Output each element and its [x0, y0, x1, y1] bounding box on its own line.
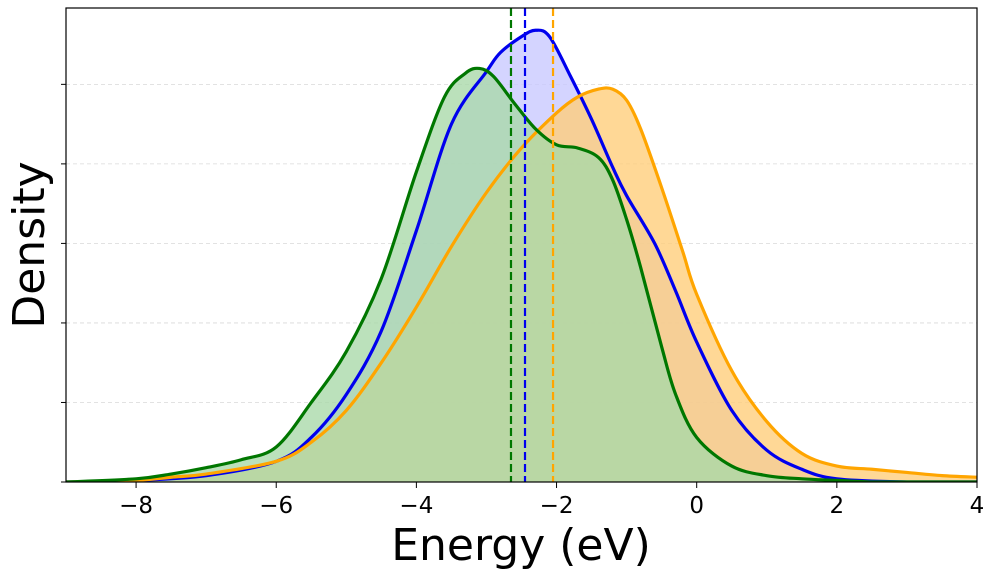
- x-tick-label-6: 4: [970, 493, 985, 519]
- x-axis-label: Energy (eV): [391, 520, 651, 571]
- y-axis-label: Density: [4, 161, 55, 328]
- x-tick-label-0: −8: [119, 493, 153, 519]
- x-tick-label-2: −4: [399, 493, 433, 519]
- plot-frame: [65, 7, 978, 483]
- x-tick-label-3: −2: [540, 493, 574, 519]
- density-fill-green: [66, 68, 977, 482]
- density-line-green: [66, 66, 977, 482]
- density-lines: [66, 28, 977, 482]
- density-fills: [66, 30, 977, 482]
- mean-lines: [509, 8, 555, 482]
- density-line-orange: [66, 86, 977, 482]
- x-tick-label-1: −6: [259, 493, 293, 519]
- x-tick-label-4: 0: [689, 493, 704, 519]
- density-line-blue: [66, 28, 977, 482]
- x-tick-label-5: 2: [830, 493, 845, 519]
- x-axis-ticks: −8 −6 −4 −2 0 2 4: [119, 482, 984, 519]
- y-axis-ticks: [61, 83, 66, 483]
